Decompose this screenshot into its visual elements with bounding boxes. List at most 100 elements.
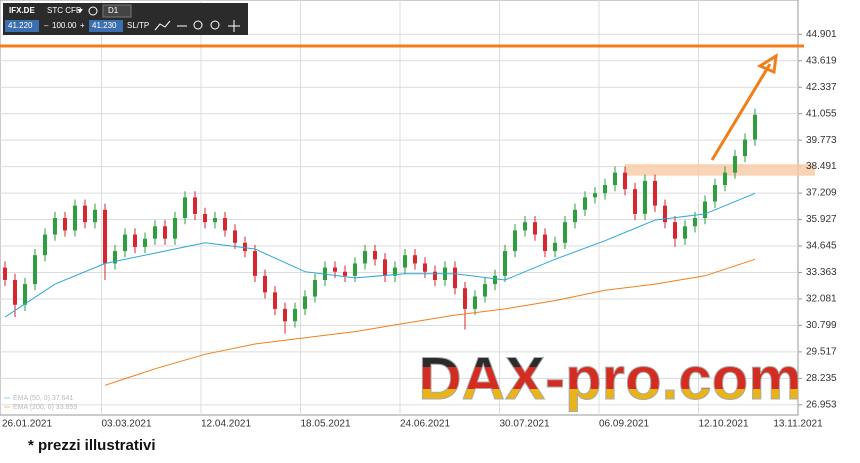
candle-body [73, 205, 77, 231]
candle-body [213, 218, 217, 223]
y-tick-label: 41.055 [806, 108, 837, 119]
candle-body [163, 226, 167, 239]
candle-body [243, 242, 247, 252]
sltp[interactable]: SL/TP [127, 21, 149, 30]
candle-body [313, 279, 317, 297]
candle-body [183, 197, 187, 219]
candle-body [173, 218, 177, 239]
candle-body [93, 209, 97, 223]
candle-body [103, 209, 107, 264]
candle-body [373, 251, 377, 260]
candle-body [533, 222, 537, 235]
x-tick-label: 12.04.2021 [201, 419, 251, 430]
y-tick-label: 34.645 [806, 241, 837, 252]
candle-body [613, 172, 617, 185]
timeframe-box[interactable] [102, 4, 132, 18]
candle-body [653, 180, 657, 206]
ema-line [4, 192, 756, 318]
x-tick-label: 06.09.2021 [599, 419, 649, 430]
candle-body [63, 218, 67, 231]
candle-body [233, 230, 237, 243]
plus[interactable]: + [80, 21, 85, 30]
y-tick-label: 37.209 [806, 188, 837, 199]
candle-body [473, 296, 477, 309]
candle-body [283, 308, 287, 322]
ema-line [104, 258, 756, 386]
candle-body [713, 184, 717, 202]
candle-body [643, 180, 647, 214]
y-tick-label: 44.901 [806, 29, 837, 40]
resistance-zone [625, 164, 815, 176]
candle-body [563, 222, 567, 243]
toolbar: IFX.DE STC CFD D1 41.220 – 100.00 + 41.2… [3, 3, 248, 35]
bid[interactable]: 41.220 [8, 21, 33, 30]
volume[interactable]: 100.00 [52, 21, 77, 30]
candle-body [683, 226, 687, 239]
candle-body [273, 292, 277, 309]
x-tick-label: 03.03.2021 [102, 419, 152, 430]
candle-body [663, 205, 667, 223]
y-tick-label: 32.081 [806, 294, 837, 305]
candle-body [203, 213, 207, 223]
candle-body [303, 296, 307, 309]
symbol[interactable]: IFX.DE [9, 6, 35, 15]
candle-body [423, 263, 427, 272]
candle-body [383, 259, 387, 276]
candle-body [33, 255, 37, 285]
y-tick-label: 43.619 [806, 55, 837, 66]
candle-body [393, 267, 397, 276]
zoom-out[interactable] [210, 20, 220, 30]
y-tick-label: 28.235 [806, 373, 837, 384]
candle-body [143, 238, 147, 247]
footnote: * prezzi illustrativi [28, 437, 156, 454]
watermark: DAX-pro.com [418, 345, 801, 412]
candle-body [523, 222, 527, 231]
candle-body [43, 234, 47, 256]
candle-body [513, 230, 517, 252]
candle-body [753, 114, 757, 140]
dropdown-icon[interactable] [77, 9, 83, 13]
candle-body [263, 275, 267, 293]
candle-body [253, 251, 257, 276]
candle-body [333, 267, 337, 272]
candle-body [53, 218, 57, 235]
x-tick-label: 30.07.2021 [500, 419, 550, 430]
zoom-in[interactable] [193, 20, 203, 30]
candle-body [433, 271, 437, 280]
x-tick-label: 13.11.2021 [773, 419, 823, 430]
arrow-head [756, 53, 778, 75]
ask[interactable]: 41.230 [92, 21, 117, 30]
candle-body [483, 284, 487, 297]
candle-body [553, 242, 557, 252]
candle-body [83, 205, 87, 223]
candle-body [463, 288, 467, 309]
y-tick-label: 26.953 [806, 399, 837, 410]
y-tick-label: 42.337 [806, 82, 837, 93]
candle-body [743, 139, 747, 157]
y-tick-label: 39.773 [806, 135, 837, 146]
account[interactable]: STC CFD [47, 6, 82, 15]
candle-body [593, 193, 597, 198]
candle-body [673, 222, 677, 239]
y-tick-label: 38.491 [806, 161, 837, 172]
legend-entry: EMA (50, 0) 37.641 [13, 395, 73, 402]
info-icon[interactable] [88, 6, 98, 16]
candle-body [493, 275, 497, 285]
timeframe[interactable]: D1 [108, 6, 119, 15]
candle-body [113, 251, 117, 264]
candle-body [503, 251, 507, 276]
candle-body [583, 197, 587, 210]
candle-body [413, 255, 417, 264]
ask-box[interactable] [89, 20, 123, 32]
candle-body [703, 201, 707, 219]
bid-box[interactable] [5, 20, 39, 32]
candle-body [193, 197, 197, 214]
crosshair[interactable] [228, 20, 240, 32]
candle-body [573, 209, 577, 223]
minus[interactable]: – [44, 21, 49, 30]
candle-body [153, 226, 157, 239]
candle-body [343, 271, 347, 276]
line-tool[interactable] [154, 20, 171, 31]
candle-body [693, 218, 697, 227]
